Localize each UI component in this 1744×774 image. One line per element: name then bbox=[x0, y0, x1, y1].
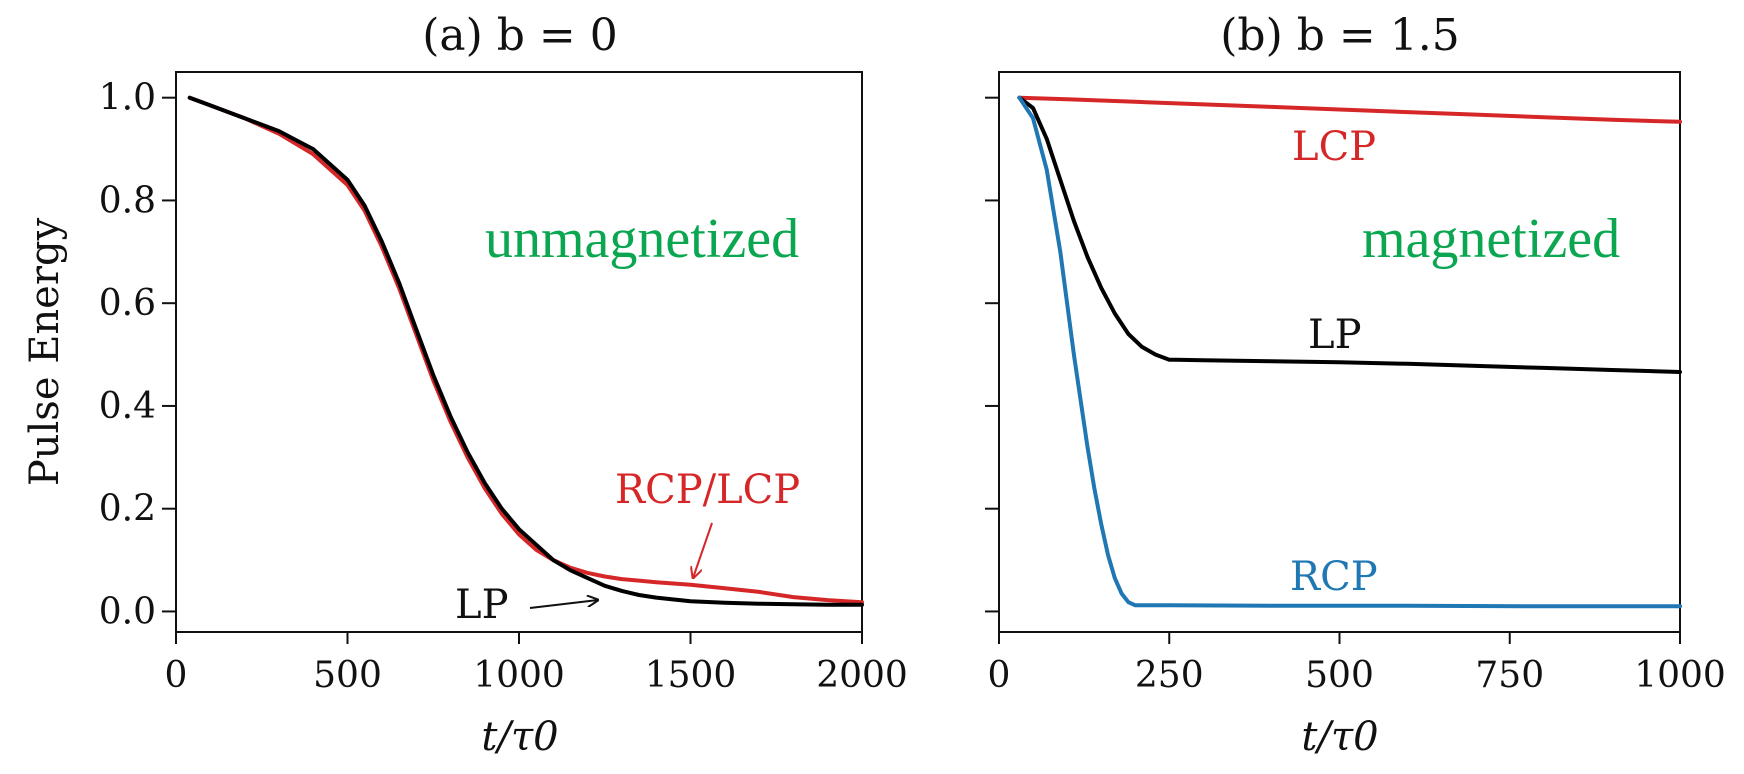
panel-b-xlabel: t/τ0 bbox=[1301, 714, 1378, 760]
panel-a-series-lp bbox=[187, 95, 864, 607]
panel-a-xtick-label: 1500 bbox=[645, 655, 737, 696]
panel-a-xtick-label: 1000 bbox=[473, 655, 565, 696]
panel-b-xtick-label: 0 bbox=[988, 655, 1011, 696]
panel-a-ytick-label: 0.6 bbox=[99, 283, 156, 324]
arrow-rcp-lcp bbox=[693, 522, 713, 578]
panel-a-title: (a) b = 0 bbox=[422, 10, 618, 61]
panel-a-ytick-label: 1.0 bbox=[99, 78, 156, 119]
annotation-rcp-lcp: RCP/LCP bbox=[615, 467, 800, 513]
panel-a-xticks: 0 500 1000 1500 2000 bbox=[165, 632, 908, 696]
panel-a-ytick-label: 0.0 bbox=[99, 591, 156, 632]
panel-a-ylabel: Pulse Energy bbox=[22, 217, 68, 486]
annotation-lcp: LCP bbox=[1292, 124, 1376, 170]
panel-b-xticks: 0 250 500 750 1000 bbox=[988, 632, 1726, 696]
panel-a-frame bbox=[175, 71, 863, 633]
panel-a-xtick-label: 2000 bbox=[816, 655, 908, 696]
annotation-magnetized: magnetized bbox=[1362, 208, 1620, 270]
annotation-lp-b: LP bbox=[1308, 312, 1361, 358]
panel-b-xtick-label: 1000 bbox=[1634, 655, 1726, 696]
panel-b: (b) b = 1.5 0 250 500 750 1000 t/τ0 LCP LP R… bbox=[985, 10, 1726, 760]
annotation-lp-a: LP bbox=[455, 582, 508, 628]
annotation-unmagnetized: unmagnetized bbox=[485, 208, 799, 270]
arrow-lp-a bbox=[529, 600, 598, 609]
panel-a-series-rcp-lcp bbox=[187, 95, 864, 605]
panel-a-ytick-label: 0.2 bbox=[99, 489, 156, 530]
annotation-rcp: RCP bbox=[1290, 554, 1378, 600]
panel-a-yticks: 0.0 0.2 0.4 0.6 0.8 1.0 bbox=[99, 78, 176, 632]
panel-a: (a) b = 0 0.0 0.2 0.4 0.6 0.8 1.0 0 500 1000 150… bbox=[22, 10, 908, 760]
panel-a-xlabel: t/τ0 bbox=[481, 714, 558, 760]
panel-b-series-rcp bbox=[1017, 95, 1682, 609]
panel-a-xtick-label: 0 bbox=[165, 655, 188, 696]
panel-b-lines bbox=[1017, 95, 1682, 609]
panel-b-series-lcp bbox=[1017, 95, 1682, 124]
panel-b-series-lp bbox=[1017, 95, 1682, 374]
panel-a-lines bbox=[187, 95, 864, 607]
panel-a-xtick-label: 500 bbox=[313, 655, 382, 696]
panel-a-ytick-label: 0.8 bbox=[99, 180, 156, 221]
panel-b-title: (b) b = 1.5 bbox=[1220, 10, 1459, 61]
panel-b-xtick-label: 250 bbox=[1135, 655, 1204, 696]
panel-b-xtick-label: 500 bbox=[1305, 655, 1374, 696]
panel-a-ytick-label: 0.4 bbox=[99, 386, 156, 427]
panel-b-yticks bbox=[985, 96, 999, 613]
panel-b-xtick-label: 750 bbox=[1475, 655, 1544, 696]
